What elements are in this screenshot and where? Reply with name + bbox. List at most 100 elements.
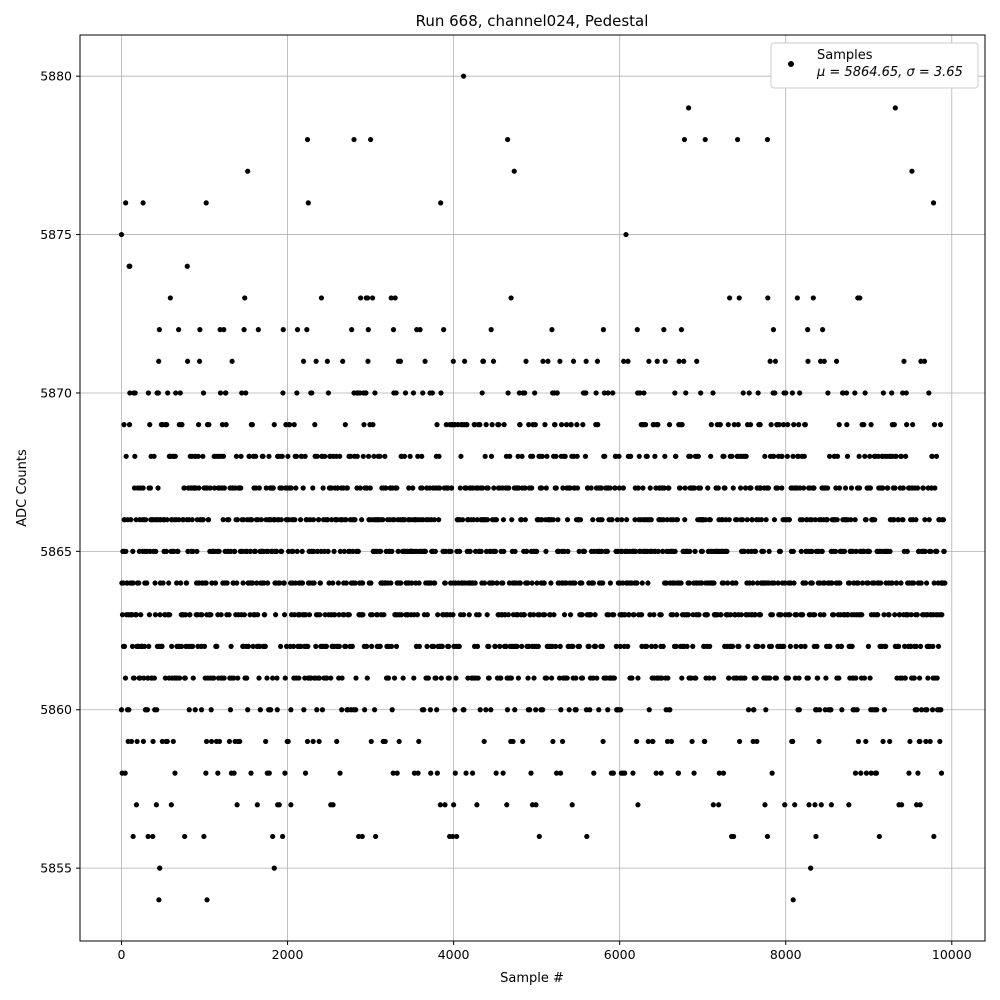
data-point [247, 548, 253, 554]
data-point [123, 200, 129, 206]
data-point [411, 675, 417, 681]
data-point [583, 390, 589, 396]
data-point [520, 738, 526, 745]
data-point [665, 675, 671, 681]
data-point [814, 643, 820, 649]
data-point [519, 453, 525, 459]
data-point [932, 485, 938, 491]
data-point [718, 612, 724, 618]
data-point [772, 390, 778, 396]
data-point [343, 517, 349, 523]
data-point [900, 517, 906, 523]
data-point [354, 453, 360, 459]
data-point [696, 612, 702, 618]
data-point [155, 485, 161, 491]
data-point [488, 707, 494, 713]
data-point [118, 231, 125, 238]
data-point [563, 580, 569, 586]
data-point [861, 675, 868, 681]
data-point [208, 707, 214, 713]
data-point [757, 422, 763, 428]
data-point [285, 738, 291, 745]
data-point [778, 612, 784, 618]
data-point [279, 485, 285, 491]
data-point [743, 453, 749, 459]
data-point [809, 517, 815, 523]
data-point [201, 643, 208, 649]
data-point [319, 707, 326, 713]
data-point [415, 770, 421, 776]
data-point [563, 422, 570, 428]
data-point [293, 453, 300, 459]
data-point [484, 612, 490, 618]
data-point [542, 612, 548, 618]
data-point [930, 643, 936, 649]
data-point [271, 422, 277, 428]
data-point [257, 643, 263, 649]
data-point [688, 675, 694, 681]
data-point [504, 136, 511, 143]
data-point [486, 643, 492, 649]
x-axis-label: Sample # [500, 971, 564, 986]
data-point [278, 517, 284, 523]
data-point [798, 643, 804, 649]
data-point [508, 295, 514, 301]
data-point [927, 738, 933, 745]
data-point [645, 580, 651, 586]
data-point [590, 517, 596, 523]
data-point [493, 517, 500, 523]
data-point [673, 453, 679, 459]
y-tick-label: 5870 [40, 385, 72, 400]
data-point [902, 643, 908, 649]
data-point [752, 612, 758, 618]
data-point [422, 548, 428, 554]
data-point [785, 422, 791, 428]
data-point [596, 707, 602, 713]
data-point [490, 580, 496, 586]
data-point [865, 643, 872, 649]
data-point [637, 390, 643, 396]
data-point [241, 517, 247, 523]
data-point [903, 390, 909, 396]
data-point [475, 675, 481, 681]
data-point [675, 770, 682, 776]
data-point [389, 548, 395, 554]
data-point [836, 675, 842, 681]
data-point [765, 295, 771, 301]
data-point [898, 580, 904, 586]
data-point [880, 485, 886, 491]
data-point [587, 707, 593, 713]
data-point [483, 422, 489, 428]
data-point [153, 548, 159, 554]
data-point [424, 612, 430, 618]
data-point [260, 453, 266, 459]
data-point [231, 770, 237, 776]
data-point [421, 707, 427, 713]
data-point [318, 295, 325, 301]
data-point [138, 612, 144, 618]
data-point [833, 358, 840, 364]
data-point [913, 643, 919, 649]
data-point [802, 422, 808, 428]
data-point [126, 707, 132, 713]
data-point [579, 580, 585, 586]
data-point [176, 517, 182, 523]
data-point [772, 358, 779, 364]
data-point [505, 612, 512, 618]
data-point [602, 453, 608, 459]
data-point [691, 485, 698, 491]
data-point [852, 770, 859, 776]
data-point [581, 548, 588, 554]
data-point [875, 612, 881, 618]
data-point [614, 517, 620, 523]
data-point [777, 548, 784, 554]
data-point [717, 422, 723, 428]
data-point [592, 612, 598, 618]
data-point [310, 485, 316, 491]
data-point [369, 612, 375, 618]
data-point [667, 707, 673, 713]
data-point [522, 485, 528, 491]
data-point [646, 358, 652, 364]
data-point [438, 675, 444, 681]
data-point [208, 612, 214, 618]
